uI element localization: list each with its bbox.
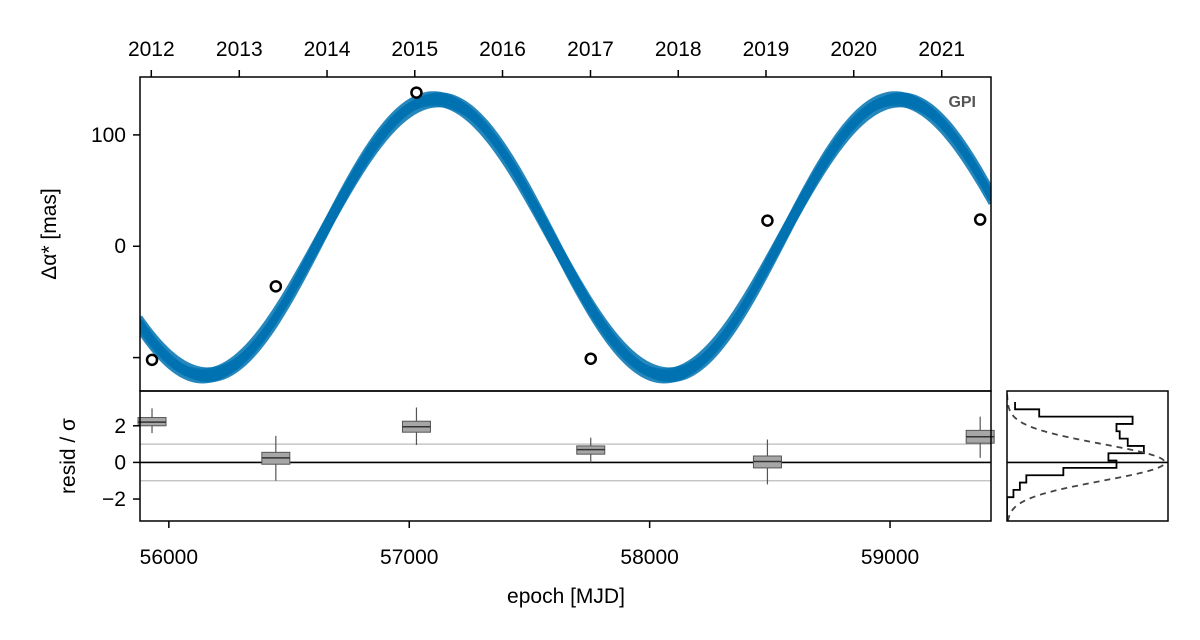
main-y-tick-label: 100 (91, 124, 126, 147)
residual-y-tick-label: 0 (114, 451, 126, 474)
x-tick-label: 59000 (861, 546, 919, 569)
residual-y-axis: 2 0 −2 (102, 415, 140, 511)
main-panel: 100 0 GPI Δα* [mas] (38, 76, 992, 392)
residual-panel-frame (139, 390, 992, 522)
main-y-tick-label: 0 (114, 235, 126, 258)
residual-y-axis-title: resid / σ (57, 418, 80, 494)
residual-y-tick-label: 2 (114, 415, 126, 438)
observation-point (410, 86, 423, 99)
residual-histogram-panel (1006, 390, 1169, 522)
year-tick-label: 2016 (479, 38, 526, 61)
instrument-label: GPI (948, 94, 976, 111)
observation-point (584, 352, 597, 365)
residual-x-axis: 56000 57000 58000 59000 (140, 521, 919, 569)
x-tick-label: 56000 (140, 546, 198, 569)
model-orbit-draw (140, 92, 991, 383)
residual-histogram (1007, 401, 1145, 521)
year-tick-label: 2019 (743, 38, 790, 61)
histogram-panel-frame (1006, 390, 1169, 522)
observation-point (761, 214, 774, 227)
main-y-axis-title: Δα* [mas] (38, 188, 61, 280)
year-tick-label: 2017 (567, 38, 614, 61)
observation-point (145, 353, 159, 367)
year-tick-label: 2014 (304, 38, 351, 61)
top-year-axis: 2012 2013 2014 2015 2016 2017 2018 2019 2020 2021 (128, 38, 965, 77)
model-orbit-mean (140, 96, 991, 379)
normal-reference-curve (1007, 391, 1166, 521)
year-tick-label: 2018 (655, 38, 702, 61)
x-tick-label: 57000 (380, 546, 438, 569)
residual-panel: 2 0 −2 56000 57000 58000 59000 resid / σ epoc… (57, 390, 995, 608)
year-tick-label: 2013 (216, 38, 263, 61)
observation-point (269, 280, 283, 293)
year-tick-label: 2020 (830, 38, 877, 61)
year-tick-label: 2015 (391, 38, 438, 61)
year-tick-label: 2012 (128, 38, 175, 61)
year-tick-label: 2021 (918, 38, 965, 61)
observation-point (973, 213, 987, 226)
residual-y-tick-label: −2 (102, 488, 126, 511)
x-axis-title: epoch [MJD] (507, 585, 625, 608)
x-tick-label: 58000 (620, 546, 678, 569)
main-y-axis: 100 0 (91, 124, 140, 359)
